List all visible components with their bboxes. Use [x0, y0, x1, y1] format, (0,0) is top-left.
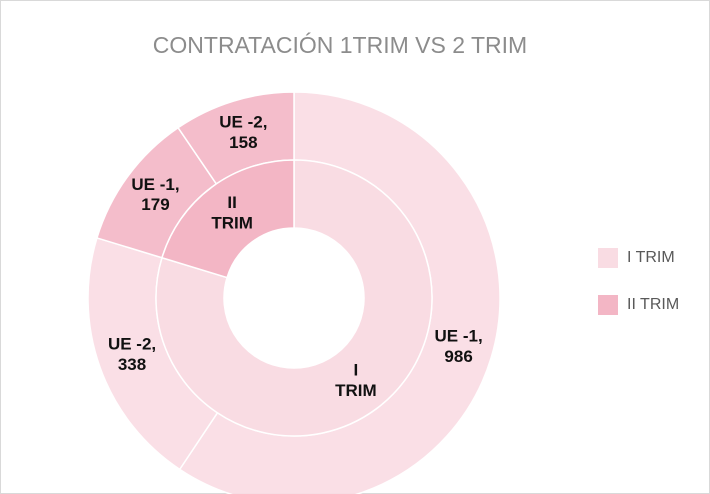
legend-label: II TRIM: [627, 296, 679, 313]
segment-label: UE -2, 158: [219, 113, 267, 152]
inner-segment: [155, 159, 433, 437]
legend-swatch: [598, 248, 618, 268]
legend-label: I TRIM: [627, 249, 675, 266]
segment-label: I TRIM: [335, 361, 377, 400]
chart-title: CONTRATACIÓN 1TRIM VS 2 TRIM: [153, 32, 527, 58]
segment-label: UE -1, 986: [435, 327, 483, 366]
segment-label: UE -1, 179: [131, 175, 179, 214]
inner-segment: [161, 159, 295, 279]
segment-label: UE -2, 338: [108, 335, 156, 374]
legend-swatch: [598, 295, 618, 315]
segment-label: II TRIM: [211, 194, 253, 233]
